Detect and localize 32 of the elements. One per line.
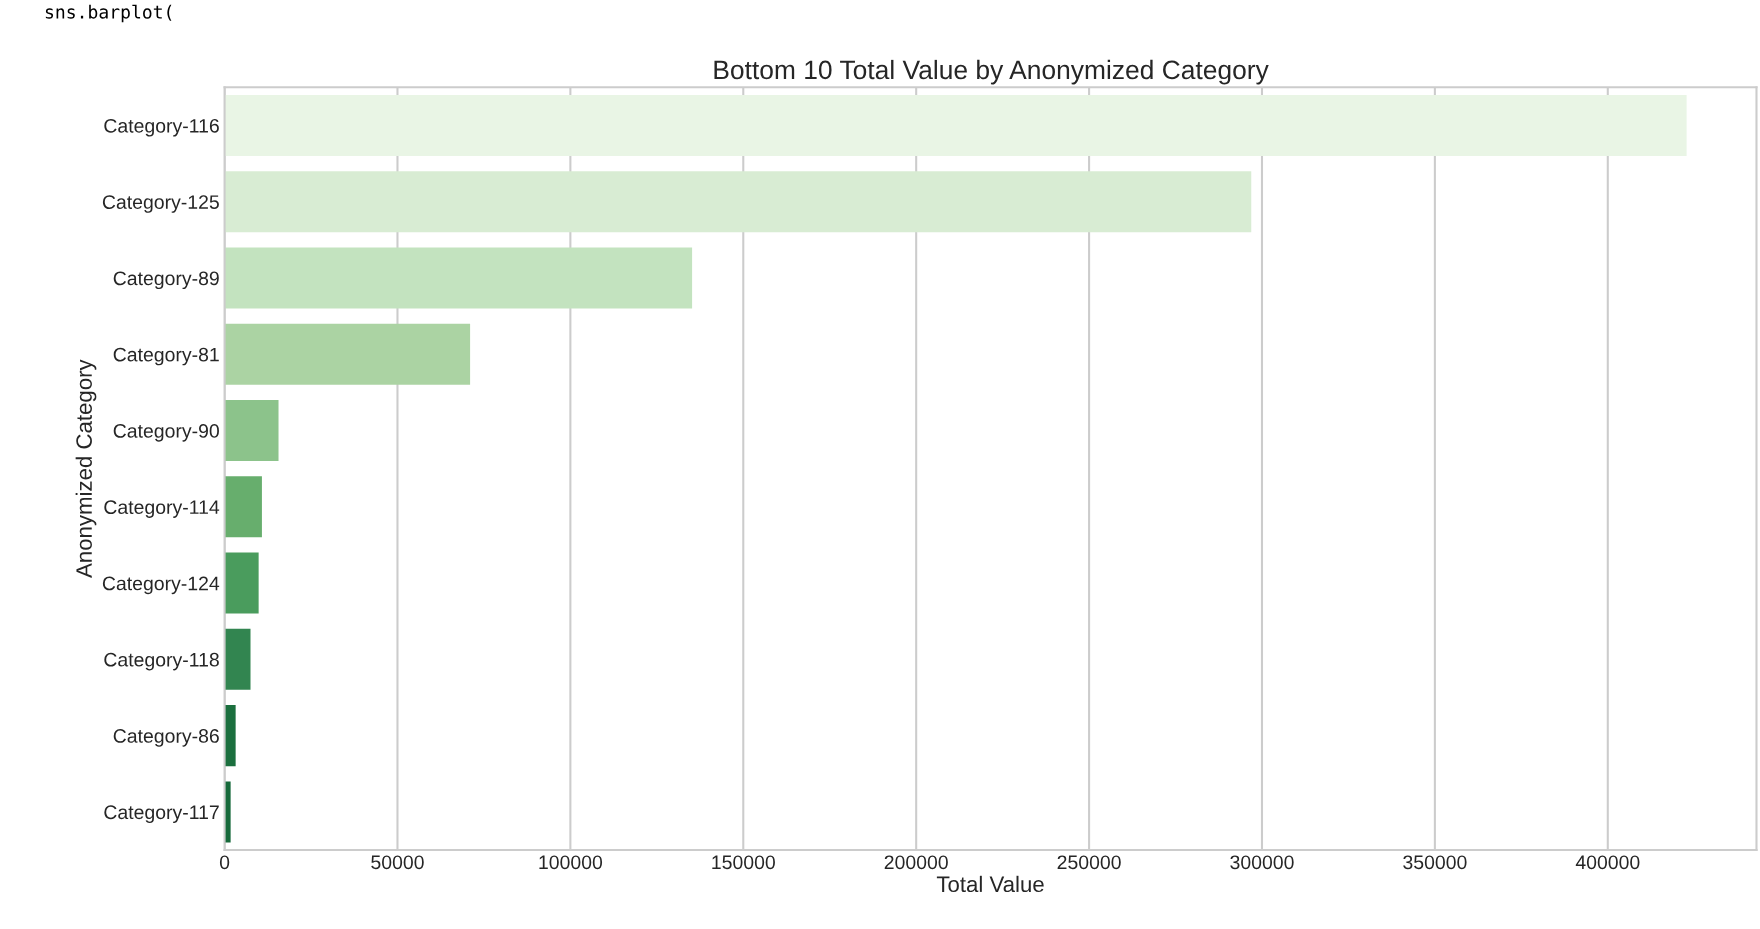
x-tick-label: 250000	[1057, 855, 1121, 870]
y-tick-label: Category-114	[104, 500, 220, 518]
y-tick-label: Category-117	[104, 805, 219, 823]
x-tick-label: 50000	[371, 855, 424, 870]
y-tick-label: Category-86	[113, 729, 219, 747]
y-tick-label: Category-81	[113, 347, 219, 366]
chart-title: Bottom 10 Total Value by Anonymized Category	[714, 59, 1269, 85]
x-tick-label: 350000	[1403, 855, 1467, 870]
x-tick-label: 0	[219, 855, 230, 870]
y-tick-label: Category-118	[104, 652, 219, 671]
x-tick-label: 200000	[884, 855, 948, 870]
x-tick-label: 100000	[539, 855, 603, 870]
y-tick-label: Category-89	[113, 271, 219, 290]
y-tick-label: Category-116	[104, 118, 219, 137]
text: sns.barplot(	[45, 4, 172, 23]
bar	[224, 94, 1687, 156]
bar	[224, 247, 693, 309]
x-tick-label: 400000	[1575, 855, 1640, 870]
bar	[224, 552, 259, 614]
y-tick-label: Category-90	[113, 424, 219, 442]
bar	[224, 323, 471, 385]
bar	[224, 476, 262, 538]
bar	[224, 628, 251, 690]
x-tick-label: 150000	[712, 855, 775, 870]
y-tick-label: Category-125	[102, 195, 219, 213]
y-tick-label: Category-124	[102, 576, 220, 595]
x-axis-title: Total Value	[936, 875, 1044, 893]
y-axis-title: Anonymized Category	[75, 359, 97, 578]
x-tick-label: 300000	[1230, 855, 1294, 870]
bar	[224, 171, 1252, 233]
bar	[224, 400, 279, 462]
bar	[224, 705, 236, 767]
